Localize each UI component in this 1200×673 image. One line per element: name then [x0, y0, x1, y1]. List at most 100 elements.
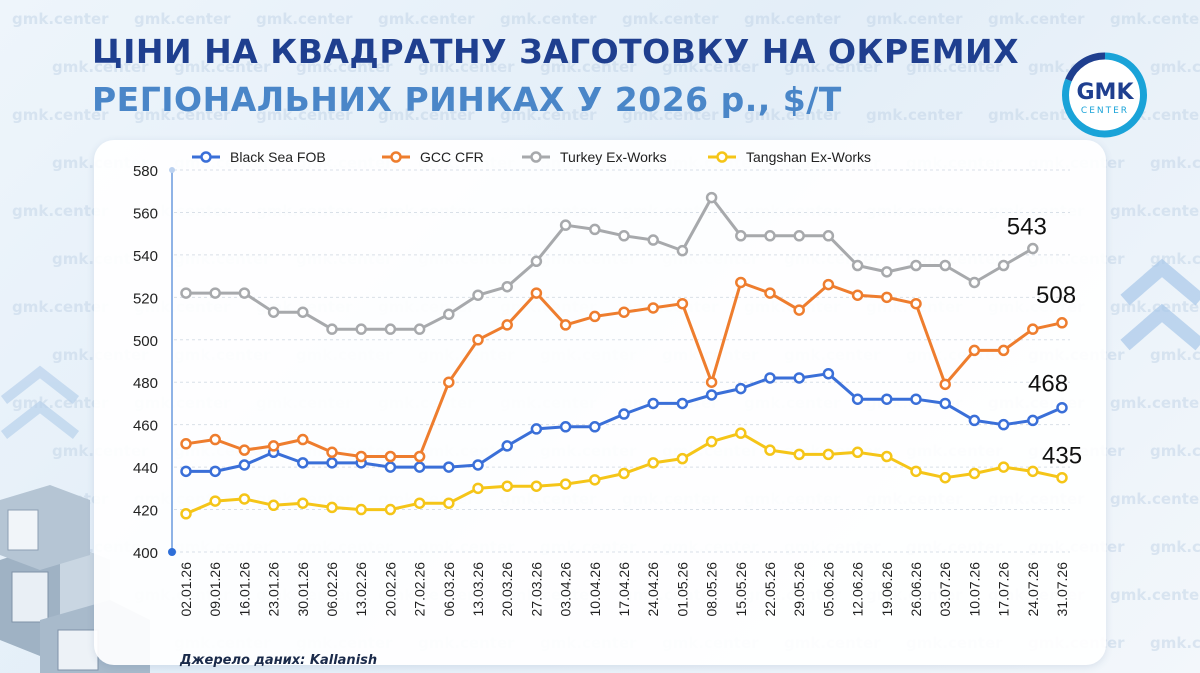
data-point [939, 259, 951, 272]
series-turkey-ex-works: 543 [180, 191, 1047, 335]
data-point [822, 230, 835, 242]
page-title: ЦІНИ НА КВАДРАТНУ ЗАГОТОВКУ НА ОКРЕМИХ Р… [92, 28, 1019, 124]
data-point [618, 306, 630, 318]
data-point [589, 223, 601, 236]
y-axis-cap [169, 167, 175, 173]
data-point [589, 474, 601, 486]
data-point [793, 448, 805, 461]
data-point [851, 259, 864, 272]
data-point [238, 444, 251, 456]
y-tick-label: 580 [133, 163, 158, 180]
data-point [501, 280, 513, 293]
data-point [1027, 323, 1039, 335]
data-point [822, 278, 835, 291]
data-point [559, 319, 572, 331]
data-point [851, 393, 864, 405]
data-point [180, 465, 192, 478]
x-tick-label: 09.01.26 [207, 562, 223, 617]
x-tick-label: 10.07.26 [966, 562, 982, 617]
data-point [443, 461, 455, 473]
data-point [209, 465, 221, 478]
data-point [501, 480, 513, 492]
data-point [735, 276, 747, 289]
legend-swatch-marker [530, 151, 542, 163]
x-tick-label: 17.07.26 [996, 562, 1012, 617]
data-point [413, 450, 426, 463]
data-point [647, 302, 659, 314]
y-tick-label: 440 [133, 460, 158, 477]
x-tick-label: 24.07.26 [1025, 562, 1041, 617]
data-point [180, 508, 192, 520]
data-point [618, 408, 630, 420]
data-point [764, 287, 776, 299]
x-tick-label: 06.02.26 [324, 562, 340, 617]
y-tick-label: 400 [133, 545, 158, 562]
data-point [705, 435, 718, 448]
data-point [209, 433, 221, 446]
data-point [968, 344, 981, 357]
data-point [910, 393, 922, 405]
data-point [297, 497, 309, 509]
data-point [676, 397, 689, 410]
legend-label: Tangshan Ex-Works [746, 149, 871, 165]
data-point [1027, 242, 1039, 255]
data-point [851, 446, 864, 459]
data-point [676, 452, 689, 465]
y-tick-label: 560 [133, 205, 158, 222]
data-point [647, 397, 659, 410]
data-point [443, 308, 455, 321]
data-point [647, 457, 659, 469]
x-tick-label: 02.01.26 [178, 562, 194, 617]
legend-label: Turkey Ex-Works [560, 149, 667, 165]
data-point [705, 376, 718, 388]
legend-item: Tangshan Ex-Works [708, 149, 871, 165]
data-point [997, 461, 1010, 473]
data-point [530, 480, 543, 492]
data-point [267, 499, 280, 512]
legend-swatch-marker [200, 151, 212, 163]
data-point [735, 230, 747, 242]
y-axis-origin [168, 548, 176, 556]
axes: 400 420 440 460 480 500 520 540 560 580 02.01.26 09… [133, 163, 1070, 617]
data-point [472, 289, 484, 301]
data-point [676, 244, 689, 257]
data-point [735, 382, 747, 395]
data-point [238, 493, 251, 505]
series: 468 508 543 435 [180, 191, 1082, 520]
data-point [997, 344, 1010, 357]
data-point [968, 414, 981, 427]
title-line-2: РЕГІОНАЛЬНИХ РИНКАХ У 2026 р., $/Т [92, 80, 842, 119]
data-point [559, 421, 572, 433]
data-point [355, 503, 367, 516]
x-tick-label: 19.06.26 [879, 562, 895, 617]
data-point [238, 459, 251, 471]
legend-label: Black Sea FOB [230, 149, 326, 165]
logo-text-gmk: GMK [1077, 80, 1135, 105]
end-value-label: 435 [1042, 443, 1082, 470]
x-tick-label: 20.03.26 [499, 562, 515, 617]
data-point [881, 393, 893, 405]
legend: Black Sea FOB GCC CFR Turkey Ex-Works Tangs… [192, 149, 871, 165]
data-point [764, 230, 776, 242]
data-point [618, 467, 630, 480]
data-point [851, 289, 864, 301]
data-point [297, 457, 309, 469]
y-tick-label: 480 [133, 375, 158, 392]
data-point [939, 378, 951, 391]
end-value-label: 508 [1036, 282, 1076, 309]
x-tick-label: 30.01.26 [295, 562, 311, 617]
data-point [997, 259, 1010, 272]
x-tick-label: 27.03.26 [528, 562, 544, 617]
series-tangshan-ex-works: 435 [180, 427, 1082, 520]
x-tick-label: 01.05.26 [674, 562, 690, 617]
data-point [384, 461, 397, 473]
data-point [530, 287, 543, 299]
data-point [180, 287, 192, 299]
legend-label: GCC CFR [420, 149, 484, 165]
data-point [472, 482, 484, 495]
data-point [1027, 414, 1039, 427]
data-point [881, 266, 893, 278]
x-tick-label: 10.04.26 [587, 562, 603, 617]
y-tick-label: 520 [133, 290, 158, 307]
